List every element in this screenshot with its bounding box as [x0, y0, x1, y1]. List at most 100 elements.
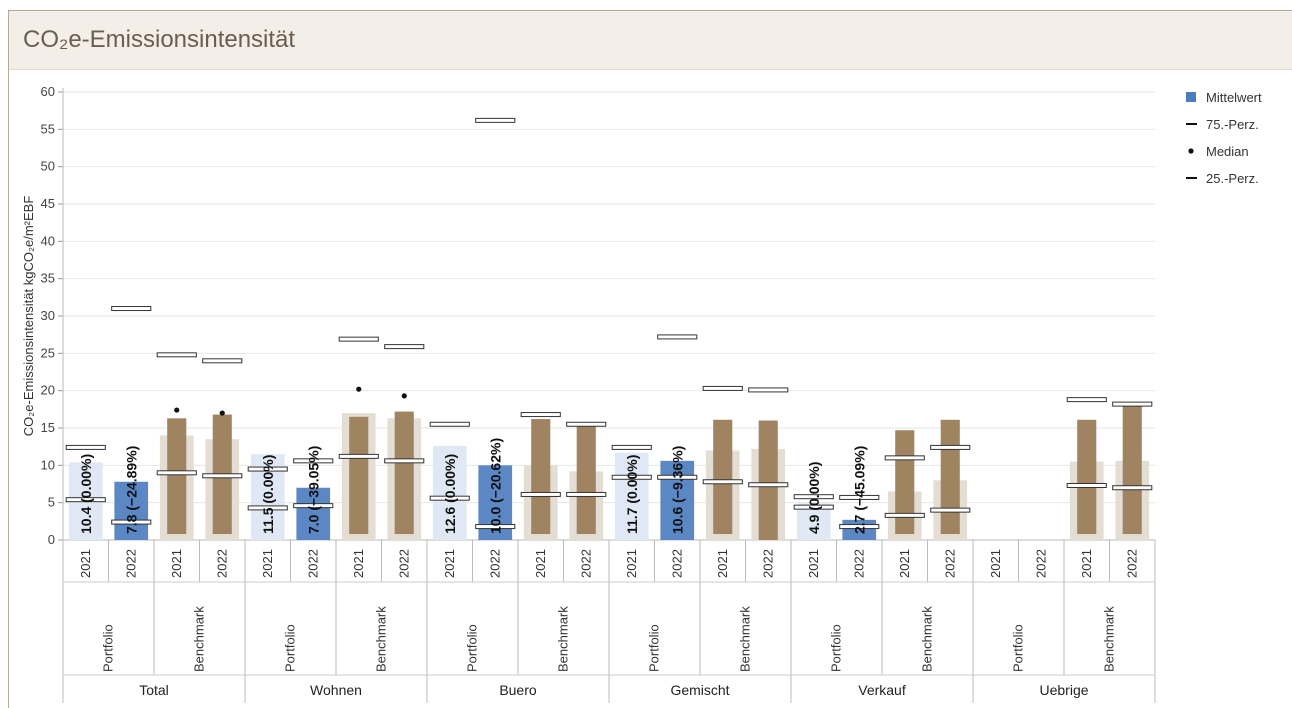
percentile-75-marker [657, 334, 698, 340]
subgroup-label: Benchmark [192, 606, 207, 672]
subgroup-label: Benchmark [374, 606, 389, 672]
percentile-75-marker [247, 466, 288, 472]
legend-label: Median [1206, 144, 1249, 159]
benchmark-range-bar [349, 416, 369, 535]
percentile-25-marker [1066, 482, 1107, 488]
percentile-75-marker [475, 117, 516, 123]
percentile-75-marker [338, 336, 379, 342]
x-tick-label: 2022 [942, 549, 957, 578]
chart-panel [8, 10, 1292, 708]
data-label: 11.7 (0.00%) [624, 455, 640, 534]
x-tick-label: 2021 [1079, 549, 1094, 578]
subgroup-label: Portfolio [283, 624, 298, 672]
percentile-75-marker [384, 344, 425, 350]
y-tick-label: 10 [41, 457, 55, 472]
data-label: 12.6 (0.00%) [442, 454, 458, 534]
x-tick-label: 2021 [260, 549, 275, 578]
percentile-25-marker [520, 491, 561, 497]
group-label: Total [139, 682, 169, 698]
median-marker [174, 407, 180, 413]
percentile-25-marker [156, 470, 197, 476]
mean-bar [660, 460, 695, 540]
percentile-25-marker [884, 512, 925, 518]
x-tick-label: 2022 [396, 549, 411, 578]
y-tick-label: 55 [41, 121, 55, 136]
x-tick-label: 2021 [988, 549, 1003, 578]
percentile-25-marker [793, 504, 834, 510]
percentile-75-marker [566, 421, 607, 427]
y-tick-label: 35 [41, 271, 55, 286]
y-tick-label: 15 [41, 420, 55, 435]
percentile-25-marker [384, 458, 425, 464]
percentile-25-marker [475, 524, 516, 530]
page-title: CO₂e-Emissionsintensität [23, 26, 296, 53]
median-marker [219, 410, 225, 416]
y-tick-label: 40 [41, 233, 55, 248]
y-axis-label: CO₂e-Emissionsintensität kgCO₂e/m²EBF [21, 196, 36, 437]
x-tick-label: 2022 [851, 549, 866, 578]
subgroup-label: Benchmark [738, 606, 753, 672]
subgroup-label: Portfolio [1011, 624, 1026, 672]
mean-bar [296, 487, 331, 540]
y-tick-label: 25 [41, 345, 55, 360]
subgroup-label: Portfolio [465, 624, 480, 672]
group-label: Buero [499, 682, 537, 698]
benchmark-range-bar [167, 418, 187, 535]
benchmark-range-bar [394, 411, 414, 535]
x-tick-label: 2021 [897, 549, 912, 578]
benchmark-range-bar [576, 423, 596, 535]
data-label: 10.6 (−9.36%) [669, 446, 685, 534]
x-tick-label: 2021 [442, 549, 457, 578]
group-label: Gemischt [670, 682, 729, 698]
x-tick-label: 2021 [169, 549, 184, 578]
x-tick-label: 2022 [578, 549, 593, 578]
percentile-25-marker [839, 524, 880, 530]
benchmark-range-bar [758, 420, 778, 540]
x-tick-label: 2022 [123, 549, 138, 578]
percentile-25-marker [429, 495, 470, 501]
legend-swatch [1188, 148, 1194, 154]
percentile-75-marker [793, 494, 834, 500]
percentile-75-marker [748, 387, 789, 393]
benchmark-range-bar [1077, 419, 1097, 535]
x-tick-label: 2021 [715, 549, 730, 578]
panel-header: CO₂e-Emissionsintensität [9, 11, 1292, 70]
percentile-75-marker [611, 444, 652, 450]
x-tick-label: 2022 [1033, 549, 1048, 578]
x-tick-label: 2021 [806, 549, 821, 578]
percentile-25-marker [293, 503, 334, 509]
group-label: Uebrige [1039, 682, 1088, 698]
y-tick-label: 30 [41, 308, 55, 323]
benchmark-range-bar [940, 419, 960, 535]
data-label: 11.5 (0.00%) [260, 455, 276, 534]
y-tick-label: 45 [41, 196, 55, 211]
subgroup-label: Benchmark [556, 606, 571, 672]
percentile-75-marker [429, 421, 470, 427]
percentile-75-marker [1112, 401, 1153, 407]
percentile-75-marker [930, 444, 971, 450]
percentile-25-marker [202, 473, 243, 479]
x-tick-label: 2021 [533, 549, 548, 578]
percentile-75-marker [65, 444, 106, 450]
percentile-75-marker [156, 352, 197, 358]
percentile-25-marker [657, 474, 698, 480]
y-tick-label: 50 [41, 159, 55, 174]
data-label: 10.4 (0.00%) [78, 454, 94, 534]
percentile-75-marker [702, 385, 743, 391]
y-tick-label: 5 [48, 495, 55, 510]
x-tick-label: 2022 [487, 549, 502, 578]
group-label: Wohnen [310, 682, 362, 698]
benchmark-range-bar [1122, 404, 1142, 535]
benchmark-range-bar [531, 419, 551, 535]
median-marker [356, 386, 362, 392]
legend-label: 25.-Perz. [1206, 171, 1259, 186]
group-label: Verkauf [858, 682, 906, 698]
percentile-25-marker [338, 453, 379, 459]
x-tick-label: 2022 [305, 549, 320, 578]
percentile-75-marker [839, 494, 880, 500]
x-tick-label: 2021 [78, 549, 93, 578]
percentile-25-marker [611, 474, 652, 480]
percentile-25-marker [702, 479, 743, 485]
y-tick-label: 60 [41, 84, 55, 99]
